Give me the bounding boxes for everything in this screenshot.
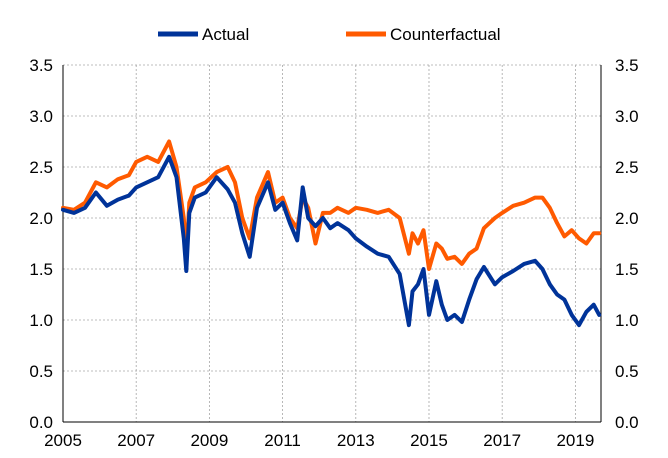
x-tick-label: 2005 [44,431,82,450]
y-tick-label-right: 1.5 [615,260,639,279]
x-tick-label: 2017 [483,431,521,450]
y-tick-label-right: 1.0 [615,311,639,330]
x-tick-label: 2013 [337,431,375,450]
series-line-actual [61,154,602,328]
y-tick-label-right: 0.5 [615,362,639,381]
legend-label-actual: Actual [202,25,249,44]
legend: Actual Counterfactual [158,25,501,44]
y-tick-label-left: 3.0 [29,107,53,126]
y-tick-label-right: 0.0 [615,413,639,432]
y-tick-label-left: 1.0 [29,311,53,330]
x-tick-label: 2019 [556,431,594,450]
y-tick-label-right: 3.5 [615,56,639,75]
y-tick-label-right: 2.5 [615,158,639,177]
plot-area: 0.0 0.5 1.0 1.5 2.0 2.5 3.0 3.5 0.0 0.5 1.0 1.5 2.0 2… [29,56,638,450]
y-tick-label-right: 3.0 [615,107,639,126]
y-tick-label-left: 2.5 [29,158,53,177]
y-tick-label-left: 0.0 [29,413,53,432]
y-tick-label-left: 0.5 [29,362,53,381]
x-tick-label: 2009 [190,431,228,450]
x-tick-label: 2015 [410,431,448,450]
legend-label-counterfactual: Counterfactual [390,25,501,44]
y-tick-label-left: 2.0 [29,209,53,228]
x-tick-label: 2007 [117,431,155,450]
x-tick-label: 2011 [264,431,301,450]
y-tick-label-left: 3.5 [29,56,53,75]
y-tick-label-right: 2.0 [615,209,639,228]
series-line-counterfactual [61,139,602,271]
y-tick-label-left: 1.5 [29,260,53,279]
